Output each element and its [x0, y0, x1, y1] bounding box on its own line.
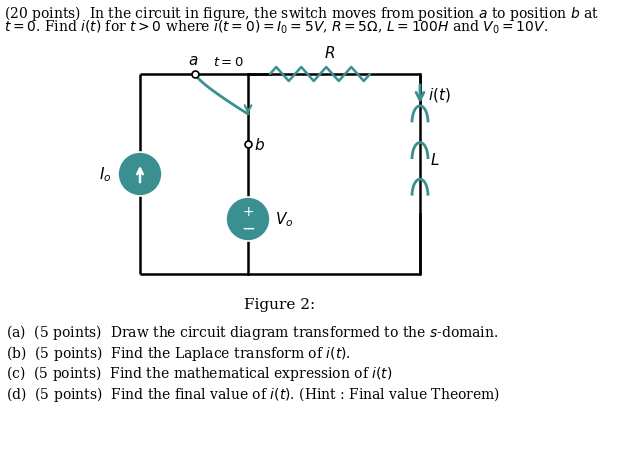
Text: $R$: $R$	[324, 45, 335, 61]
Text: $+$: $+$	[242, 205, 254, 219]
Text: (d)  (5 points)  Find the final value of $i(t)$. (Hint : Final value Theorem): (d) (5 points) Find the final value of $…	[6, 384, 500, 403]
Text: (c)  (5 points)  Find the mathematical expression of $i(t)$: (c) (5 points) Find the mathematical exp…	[6, 363, 392, 382]
Text: $V_o$: $V_o$	[275, 210, 293, 229]
Text: (b)  (5 points)  Find the Laplace transform of $i(t)$.: (b) (5 points) Find the Laplace transfor…	[6, 343, 351, 362]
Text: $I_o$: $I_o$	[100, 165, 112, 184]
Circle shape	[118, 153, 162, 197]
Text: $t=0$: $t=0$	[213, 56, 244, 69]
Circle shape	[226, 198, 270, 242]
Text: (a)  (5 points)  Draw the circuit diagram transformed to the $s$-domain.: (a) (5 points) Draw the circuit diagram …	[6, 322, 498, 341]
Text: $i(t)$: $i(t)$	[428, 86, 451, 104]
Text: $a$: $a$	[188, 54, 198, 68]
Text: $t = 0$. Find $i(t)$ for $t > 0$ where $i(t = 0) = I_0 = 5V$, $R = 5\Omega$, $L : $t = 0$. Find $i(t)$ for $t > 0$ where $…	[4, 19, 548, 36]
Text: Figure 2:: Figure 2:	[245, 297, 316, 311]
Text: $b$: $b$	[254, 137, 265, 153]
Text: $L$: $L$	[430, 152, 439, 168]
Text: (20 points)  In the circuit in figure, the switch moves from position $a$ to pos: (20 points) In the circuit in figure, th…	[4, 4, 599, 23]
Text: $-$: $-$	[241, 219, 255, 237]
